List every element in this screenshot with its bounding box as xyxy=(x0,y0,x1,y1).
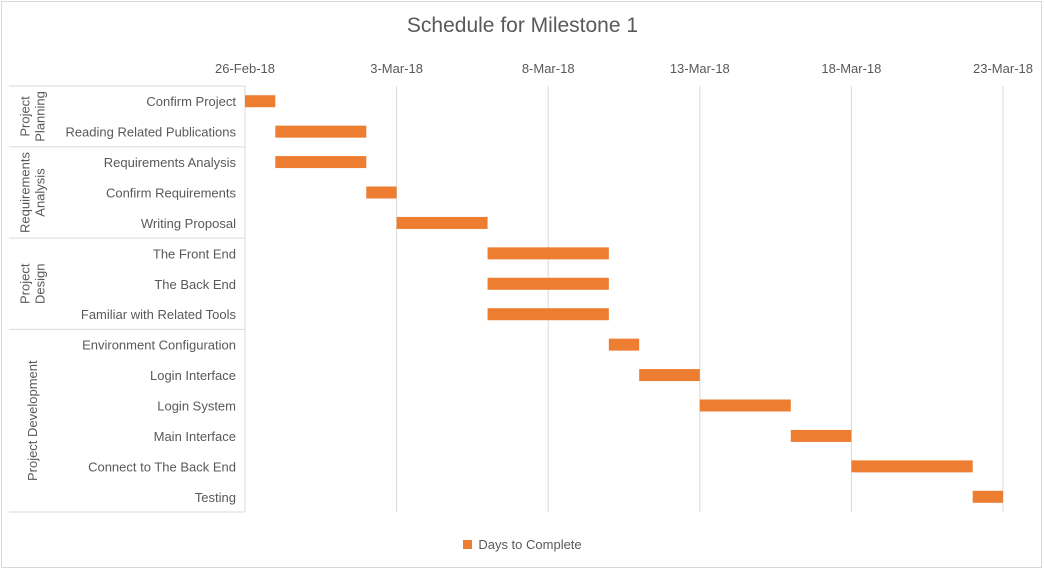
task-label: The Back End xyxy=(154,277,236,292)
task-label: The Front End xyxy=(153,246,236,261)
group-label: Design xyxy=(32,264,47,304)
task-bar xyxy=(639,369,700,382)
group-label: Planning xyxy=(32,91,47,142)
task-label: Confirm Project xyxy=(146,94,236,109)
x-tick-label: 13-Mar-18 xyxy=(670,61,730,76)
task-bar xyxy=(487,277,609,290)
group-label: Project xyxy=(17,96,32,137)
task-bar xyxy=(608,338,640,351)
task-label: Familiar with Related Tools xyxy=(81,307,237,322)
x-tick-label: 26-Feb-18 xyxy=(215,61,275,76)
legend-label: Days to Complete xyxy=(478,537,582,552)
task-label: Testing xyxy=(195,490,236,505)
task-bar xyxy=(487,247,609,260)
task-bar xyxy=(851,460,973,473)
task-bar xyxy=(487,308,609,321)
legend: Days to Complete xyxy=(0,537,1045,552)
task-bar xyxy=(275,156,367,169)
task-label: Login Interface xyxy=(150,368,236,383)
task-bar xyxy=(790,429,852,442)
task-label: Main Interface xyxy=(154,429,236,444)
task-bar xyxy=(699,399,791,412)
task-bar xyxy=(275,125,367,138)
legend-swatch xyxy=(463,540,473,549)
x-tick-label: 3-Mar-18 xyxy=(370,61,423,76)
x-tick-label: 18-Mar-18 xyxy=(821,61,881,76)
task-bar xyxy=(245,95,276,108)
task-label: Environment Configuration xyxy=(82,338,236,353)
task-label: Reading Related Publications xyxy=(65,125,236,140)
task-label: Connect to The Back End xyxy=(88,459,236,474)
task-label: Requirements Analysis xyxy=(104,155,237,170)
group-label: Analysis xyxy=(32,168,47,217)
group-label: Project xyxy=(17,263,32,304)
x-tick-label: 8-Mar-18 xyxy=(522,61,575,76)
task-bar xyxy=(366,186,397,199)
task-label: Login System xyxy=(157,399,236,414)
task-bar xyxy=(972,490,1003,503)
task-label: Confirm Requirements xyxy=(106,186,237,201)
group-label: Requirements xyxy=(17,152,32,233)
chart-title: Schedule for Milestone 1 xyxy=(406,14,639,37)
task-label: Writing Proposal xyxy=(141,216,236,231)
task-bar xyxy=(396,216,488,229)
group-label: Project Development xyxy=(25,360,40,481)
x-tick-label: 23-Mar-18 xyxy=(973,61,1033,76)
